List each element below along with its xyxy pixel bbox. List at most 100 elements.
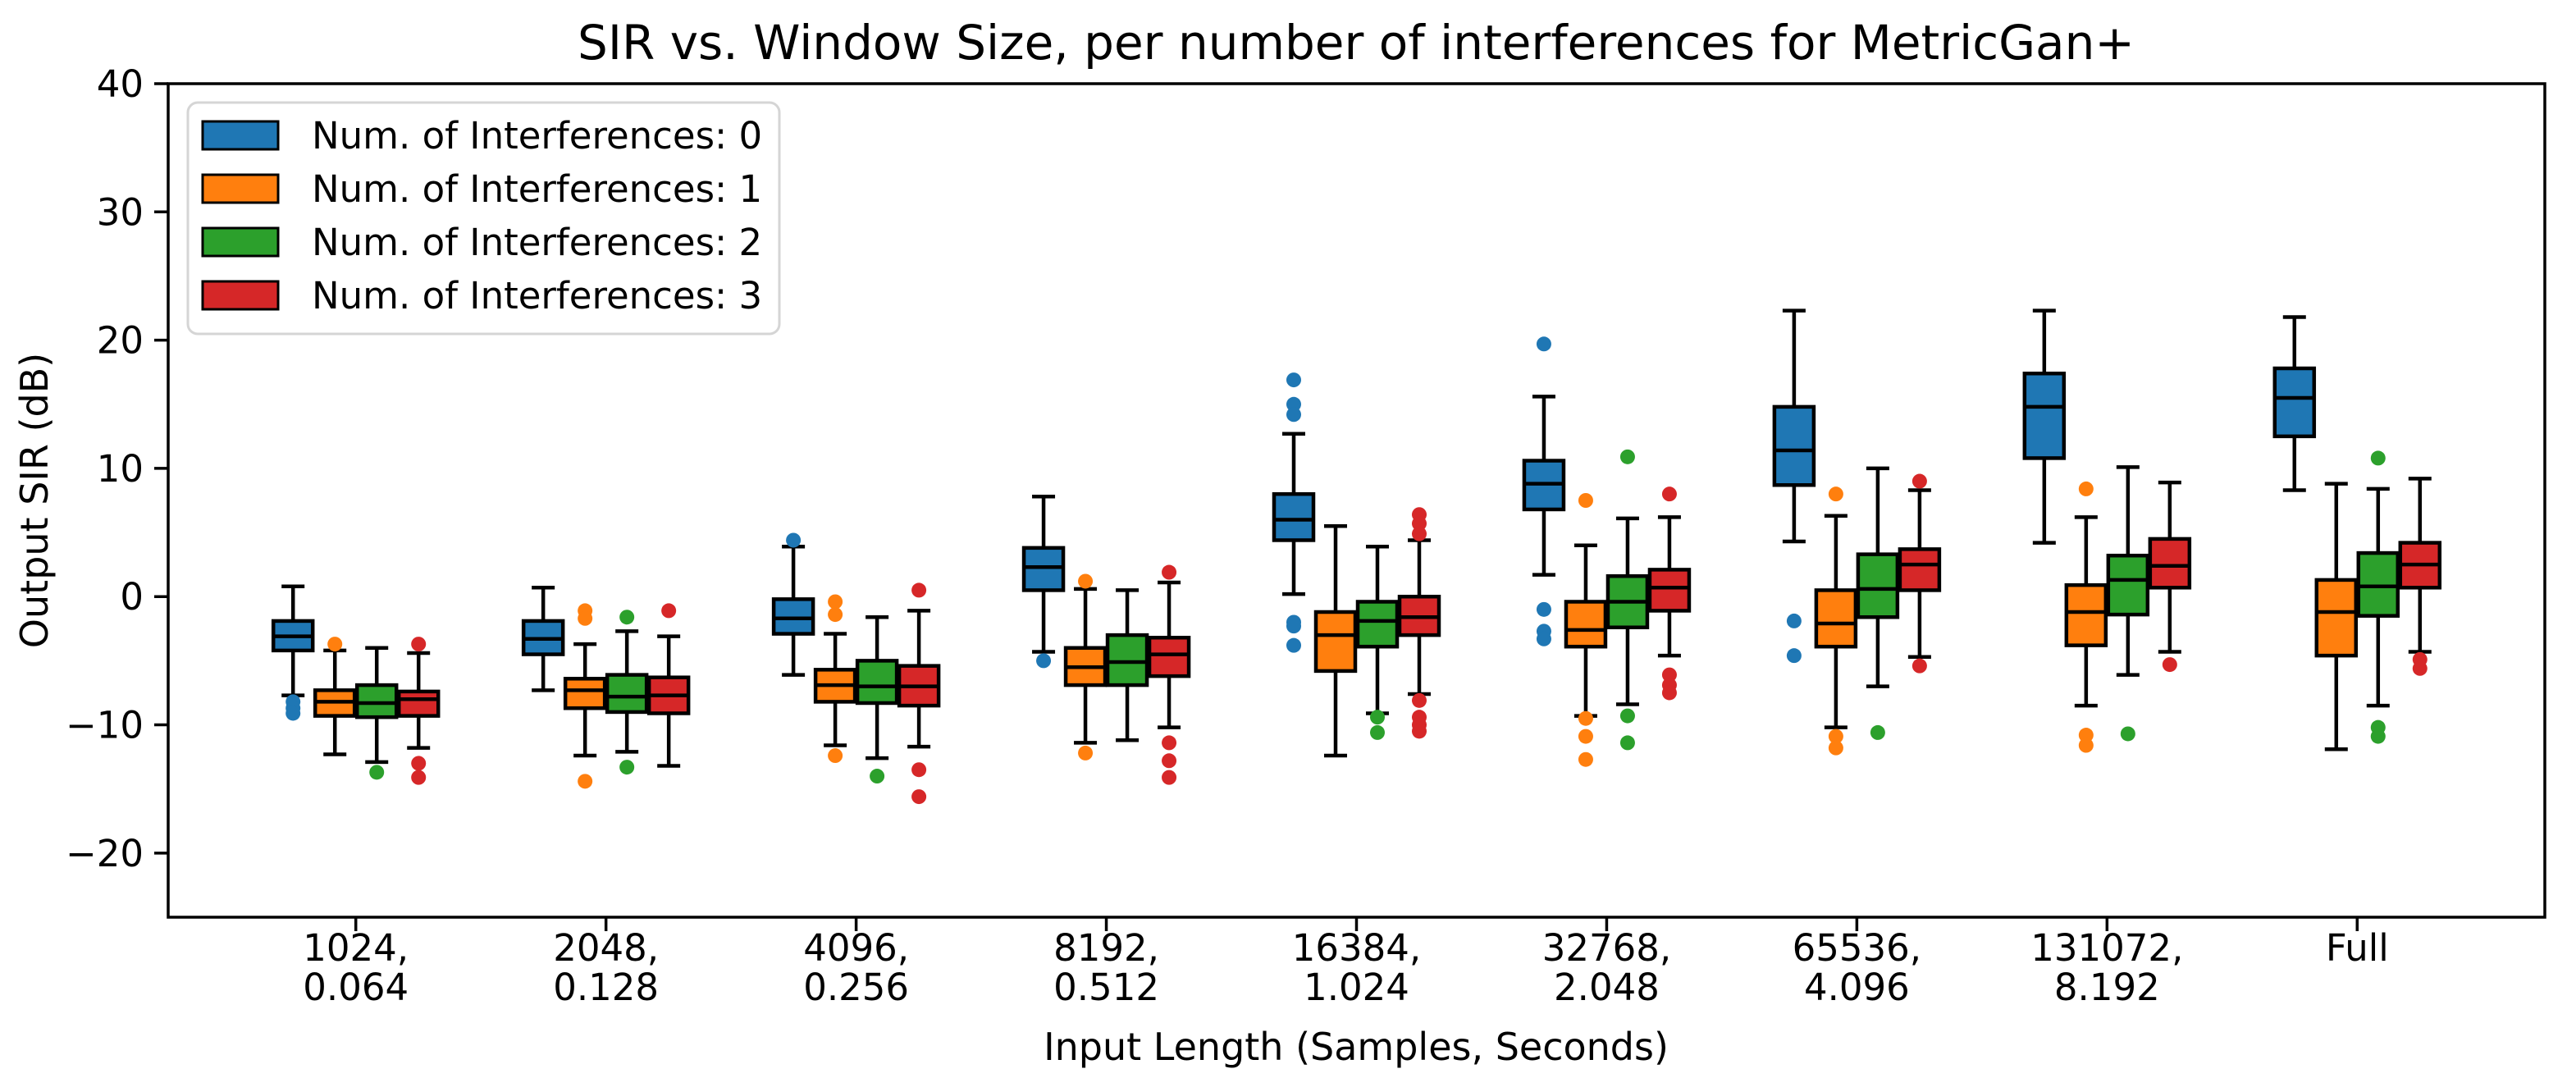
- flier-dot: [2370, 450, 2386, 466]
- box: [1898, 547, 1942, 592]
- flier-dot: [2078, 738, 2094, 753]
- flier-dot: [1412, 526, 1427, 541]
- legend-label: Num. of Interferences: 2: [312, 221, 762, 264]
- legend-swatch-icon: [201, 226, 280, 258]
- flier-dot: [1162, 564, 1177, 580]
- flier-dot: [2162, 657, 2177, 673]
- series-1: [313, 481, 2359, 789]
- x-tick-label: 0.512: [1053, 966, 1159, 1009]
- box: [2272, 366, 2317, 439]
- flier-dot: [1036, 653, 1052, 669]
- flier-dot: [1162, 735, 1177, 751]
- x-tick-label: 1024,: [303, 926, 409, 970]
- plot-area: 40 30 20 10 0 −10 −20 1024,0.064 2048,0.128 4096,…: [66, 62, 2546, 1009]
- box: [1856, 552, 1900, 619]
- x-axis-title: Input Length (Samples, Seconds): [1044, 1025, 1669, 1069]
- flier-dot: [1578, 493, 1593, 508]
- x-tick-label: 0.064: [303, 966, 409, 1009]
- box: [1355, 600, 1400, 649]
- flier-dot: [1619, 735, 1635, 751]
- flier-dot: [285, 706, 301, 721]
- flier-dot: [911, 762, 927, 778]
- box: [1772, 404, 1816, 487]
- flier-dot: [1619, 708, 1635, 724]
- flier-dot: [1078, 573, 1094, 589]
- legend-item: Num. of Interferences: 0: [201, 114, 762, 158]
- flier-dot: [828, 594, 843, 610]
- x-tick-label: Full: [2326, 926, 2389, 970]
- flier-dot: [1786, 613, 1802, 628]
- flier-dot: [411, 756, 427, 771]
- legend-label: Num. of Interferences: 1: [312, 167, 762, 211]
- flier-dot: [1412, 724, 1427, 739]
- flier-dot: [2412, 660, 2428, 676]
- x-tick-label: 8192,: [1053, 926, 1159, 970]
- flier-dot: [911, 582, 927, 598]
- flier-dot: [578, 774, 593, 789]
- flier-dot: [1536, 336, 1551, 352]
- box: [1814, 588, 1858, 649]
- legend: Num. of Interferences: 0 Num. of Interfer…: [186, 101, 781, 336]
- x-tick-label: 131072,: [2030, 926, 2183, 970]
- flier-dot: [1286, 619, 1301, 634]
- flier-dot: [870, 769, 885, 784]
- legend-swatch-icon: [201, 280, 280, 311]
- flier-dot: [911, 789, 927, 805]
- flier-dot: [661, 603, 677, 619]
- flier-dot: [828, 748, 843, 764]
- box: [2064, 582, 2108, 647]
- box: [1564, 600, 1608, 649]
- flier-dot: [1370, 724, 1385, 740]
- flier-dot: [1786, 648, 1802, 664]
- flier-dot: [369, 765, 385, 780]
- x-tick-label: 16384,: [1292, 926, 1421, 970]
- flier-dot: [1619, 449, 1635, 464]
- legend-frame: [186, 101, 781, 336]
- x-tick-label: 0.256: [803, 966, 909, 1009]
- flier-dot: [411, 770, 427, 785]
- flier-dot: [1661, 685, 1677, 701]
- flier-dot: [1870, 724, 1885, 740]
- legend-swatch-icon: [201, 120, 280, 151]
- flier-dot: [1162, 753, 1177, 769]
- legend-swatch-icon: [201, 173, 280, 204]
- box: [1313, 610, 1358, 674]
- x-tick-label: 4096,: [803, 926, 909, 970]
- box: [2022, 372, 2067, 460]
- y-tick-label: 20: [97, 319, 144, 363]
- legend-item: Num. of Interferences: 3: [201, 274, 762, 317]
- legend-label: Num. of Interferences: 0: [312, 114, 762, 158]
- flier-dot: [1412, 516, 1427, 532]
- flier-dot: [1536, 631, 1551, 646]
- flier-dot: [1286, 637, 1301, 653]
- y-tick-label: 40: [97, 62, 144, 106]
- y-axis-title: Output SIR (dB): [12, 353, 57, 648]
- box: [354, 683, 399, 719]
- y-tick-label: 30: [97, 190, 144, 234]
- flier-dot: [1412, 692, 1427, 708]
- legend-label: Num. of Interferences: 3: [312, 274, 762, 317]
- y-tick-label: −10: [66, 704, 144, 747]
- flier-dot: [1286, 396, 1301, 412]
- flier-dot: [1370, 710, 1385, 725]
- legend-item: Num. of Interferences: 1: [201, 167, 762, 211]
- flier-dot: [1286, 407, 1301, 423]
- box: [1021, 546, 1066, 592]
- x-tick-label: 2.048: [1554, 966, 1660, 1009]
- flier-dot: [2078, 728, 2094, 743]
- x-tick-label: 2048,: [553, 926, 659, 970]
- x-tick-label: 4.096: [1804, 966, 1910, 1009]
- chart-title: SIR vs. Window Size, per number of inter…: [578, 15, 2135, 71]
- box: [2106, 553, 2150, 617]
- flier-dot: [1911, 473, 1927, 489]
- legend-item: Num. of Interferences: 2: [201, 221, 762, 264]
- flier-dot: [1536, 601, 1551, 617]
- x-tick-label: 65536,: [1793, 926, 1921, 970]
- flier-dot: [578, 610, 593, 626]
- flier-dot: [1828, 486, 1843, 502]
- flier-dot: [2370, 729, 2386, 744]
- flier-dot: [327, 637, 343, 652]
- x-tick-label: 0.128: [553, 966, 659, 1009]
- series-3: [396, 473, 2442, 805]
